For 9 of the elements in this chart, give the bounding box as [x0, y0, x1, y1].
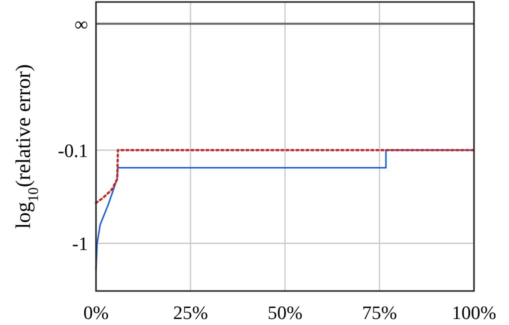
x-tick-label: 75%: [362, 303, 398, 324]
x-tick-label: 25%: [173, 303, 208, 324]
y-tick-label: -0.1: [58, 140, 88, 162]
line-series: [94, 149, 476, 204]
x-tick-label: 100%: [452, 303, 496, 324]
y-tick-label: -1: [72, 234, 88, 255]
y-tick-label: ∞: [74, 14, 88, 36]
x-tick-label: 50%: [268, 303, 303, 324]
x-tick-label: 0%: [83, 303, 109, 324]
